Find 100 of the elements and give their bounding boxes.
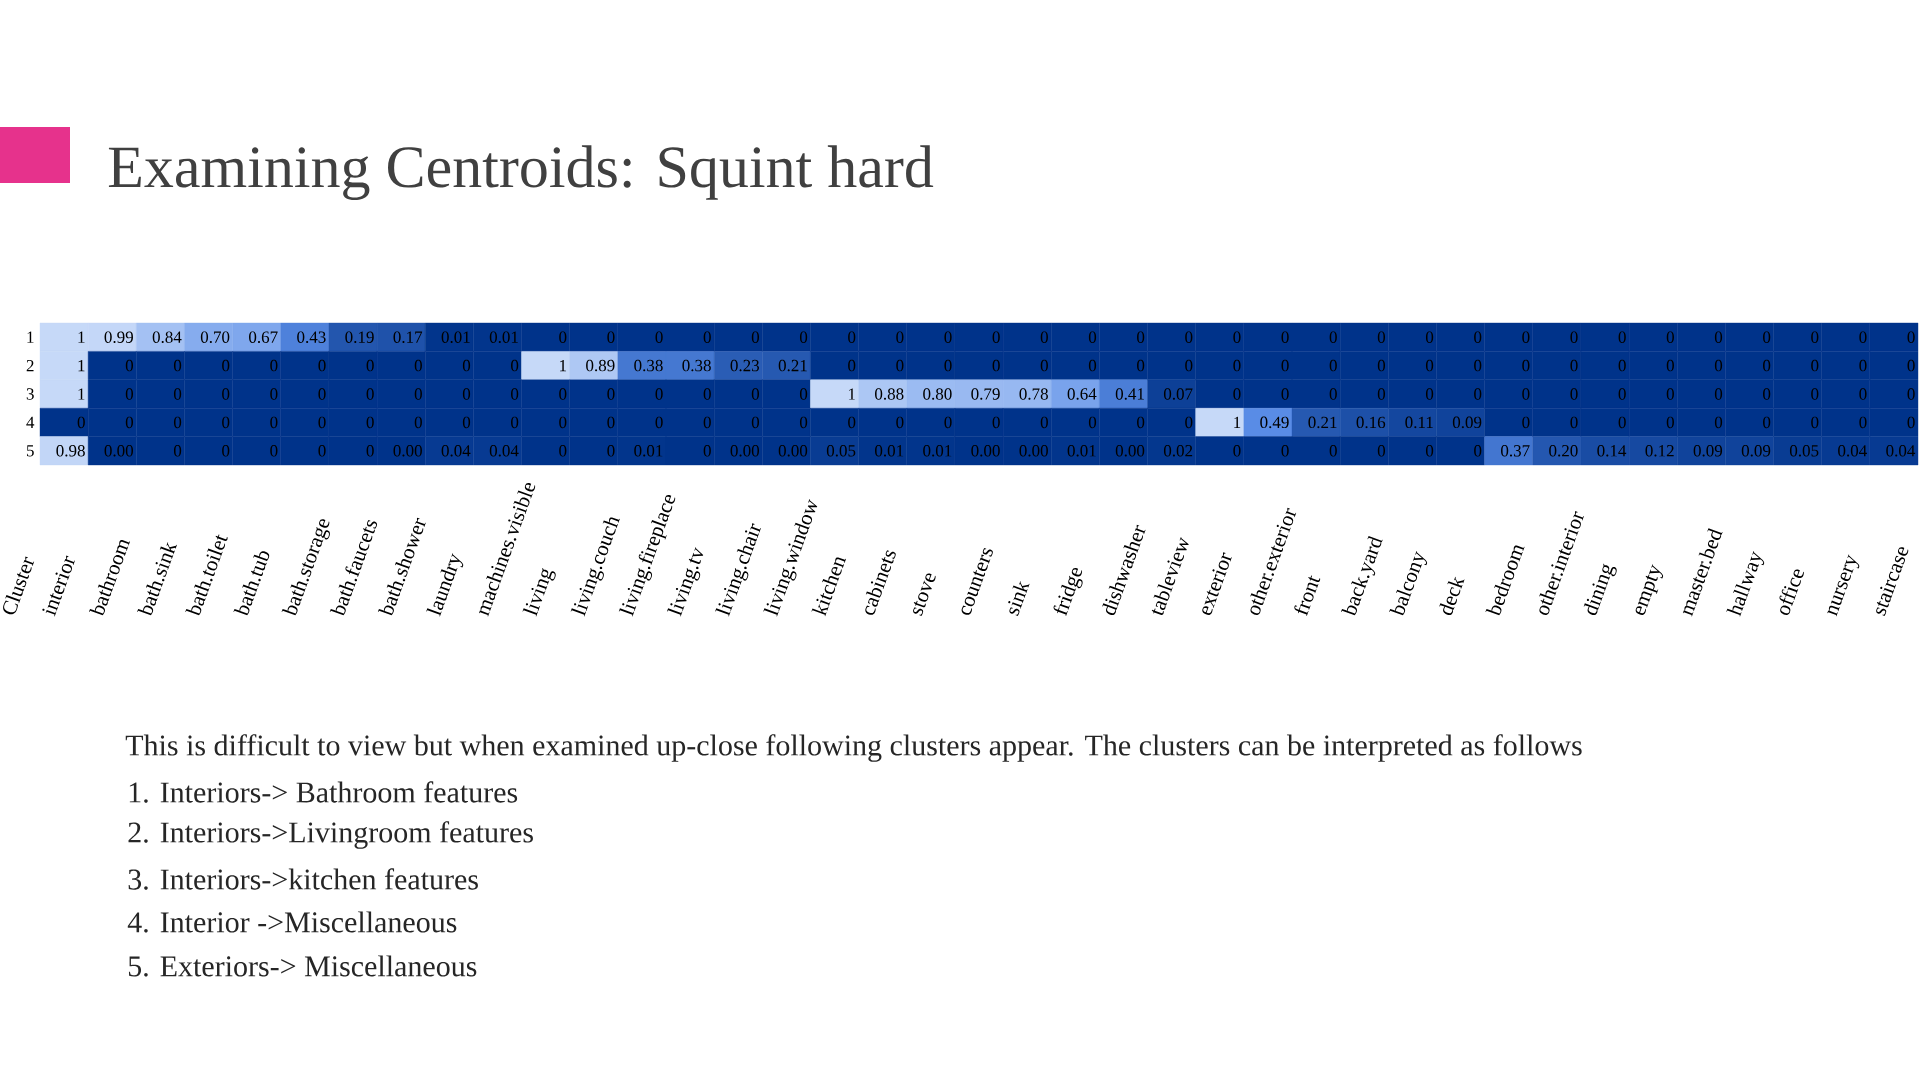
data-label: 0 (1088, 359, 1097, 372)
data-label: 0 (703, 388, 711, 400)
data-label: 0 (1281, 359, 1289, 372)
data-label: 0 (1666, 359, 1674, 372)
data-label: 1 (560, 359, 567, 372)
data-label: 0 (1088, 331, 1097, 343)
data-label: 0 (318, 388, 326, 400)
data-label: 0 (559, 388, 567, 400)
data-label: 0.04 (1886, 445, 1916, 457)
data-label: 0.38 (682, 359, 711, 372)
data-label: 0 (1040, 359, 1048, 372)
data-label: 0 (655, 331, 663, 343)
data-label: 0 (1425, 331, 1434, 343)
data-label: 0 (173, 359, 182, 372)
data-label: 0 (511, 416, 519, 429)
data-label: 0 (1763, 388, 1771, 400)
data-label: 0 (125, 388, 134, 400)
data-label: 0.19 (345, 331, 374, 343)
data-label: 0 (607, 331, 615, 343)
data-label: 0 (1425, 445, 1434, 457)
data-label: 0 (751, 416, 760, 429)
data-label: 0.01 (634, 445, 663, 457)
y-tick-label: 2 (26, 359, 34, 372)
data-label: 0.00 (1019, 445, 1048, 457)
data-label: 0 (1763, 359, 1771, 372)
data-label: 1 (78, 388, 85, 400)
data-label: 0 (1522, 416, 1530, 429)
data-label: 0.01 (441, 331, 470, 343)
data-label: 0 (1907, 331, 1915, 343)
data-label: 0 (1137, 359, 1145, 372)
data-label: 0 (77, 416, 85, 429)
data-label: 0 (1329, 445, 1337, 457)
data-label: 0 (1185, 331, 1193, 343)
data-label: 0 (1570, 359, 1578, 372)
data-label: 0 (1329, 331, 1337, 343)
data-label: 0 (1425, 359, 1434, 372)
data-label: 0.09 (1452, 416, 1482, 429)
data-label: 0 (1907, 416, 1915, 429)
data-label: 0.16 (1356, 416, 1386, 429)
data-label: 0 (222, 388, 230, 400)
data-label: 0 (366, 445, 374, 457)
data-label: 0 (896, 359, 904, 372)
data-label: 0.00 (971, 445, 1000, 457)
y-tick-label: 5 (26, 445, 34, 457)
data-label: 0 (848, 359, 856, 372)
data-label: 0 (655, 388, 663, 400)
data-label: 0 (848, 331, 856, 343)
data-label: 0 (1618, 416, 1626, 429)
data-label: 0 (318, 359, 326, 372)
data-label: 0 (1714, 416, 1723, 429)
data-label: 0 (125, 359, 134, 372)
data-label: 0 (1763, 416, 1771, 429)
data-label: 0 (1666, 388, 1674, 400)
x-tick-label: fridge (1053, 568, 1083, 616)
data-label: 0 (1474, 359, 1482, 372)
data-label: 1 (848, 388, 855, 400)
data-label: 0 (799, 331, 808, 343)
data-label: 0 (1714, 331, 1723, 343)
data-label: 0 (1666, 416, 1674, 429)
data-label: 0 (1040, 331, 1048, 343)
data-label: 0 (1474, 388, 1482, 400)
data-label: 0 (751, 388, 760, 400)
data-label: 0.00 (1115, 445, 1145, 457)
data-label: 0 (1570, 388, 1578, 400)
data-label: 0 (655, 416, 663, 429)
data-label: 0.05 (1789, 445, 1819, 457)
data-label: 0.67 (249, 331, 278, 343)
text: 4. Interior ->Miscellaneous (127, 911, 457, 933)
data-label: 0 (896, 331, 904, 343)
x-tick-label: stove (913, 573, 936, 616)
data-label: 0 (173, 388, 182, 400)
data-label: 0 (1522, 388, 1530, 400)
data-label: 0 (896, 416, 904, 429)
data-label: 0 (944, 416, 952, 429)
x-tick-label: office (1779, 569, 1804, 615)
data-label: 0.00 (393, 445, 422, 457)
data-label: 0.12 (1645, 445, 1674, 457)
data-label: 0 (703, 416, 711, 429)
data-label: 0 (1618, 359, 1626, 372)
data-label: 0.37 (1501, 445, 1530, 457)
data-label: 0.11 (1405, 416, 1433, 429)
data-label: 0.23 (730, 359, 760, 372)
x-tick-label: staircase (1876, 547, 1909, 616)
data-label: 0 (1859, 388, 1867, 400)
data-label: 0 (607, 445, 615, 457)
data-label: 0.00 (730, 445, 760, 457)
data-label: 0 (1377, 359, 1386, 372)
data-label: 0 (559, 331, 567, 343)
data-label: 0 (270, 445, 278, 457)
data-label: 0 (1811, 388, 1819, 400)
data-label: 0 (125, 416, 134, 429)
data-label: 0 (1522, 331, 1530, 343)
data-label: 0 (703, 445, 711, 457)
data-label: 0 (1185, 359, 1193, 372)
text: 5. Exteriors-> Miscellaneous (128, 955, 477, 977)
data-label: 0 (270, 388, 278, 400)
data-label: 0.89 (586, 359, 615, 372)
data-label: 0 (173, 416, 182, 429)
data-label: 0 (944, 359, 952, 372)
data-label: 0 (1859, 416, 1867, 429)
